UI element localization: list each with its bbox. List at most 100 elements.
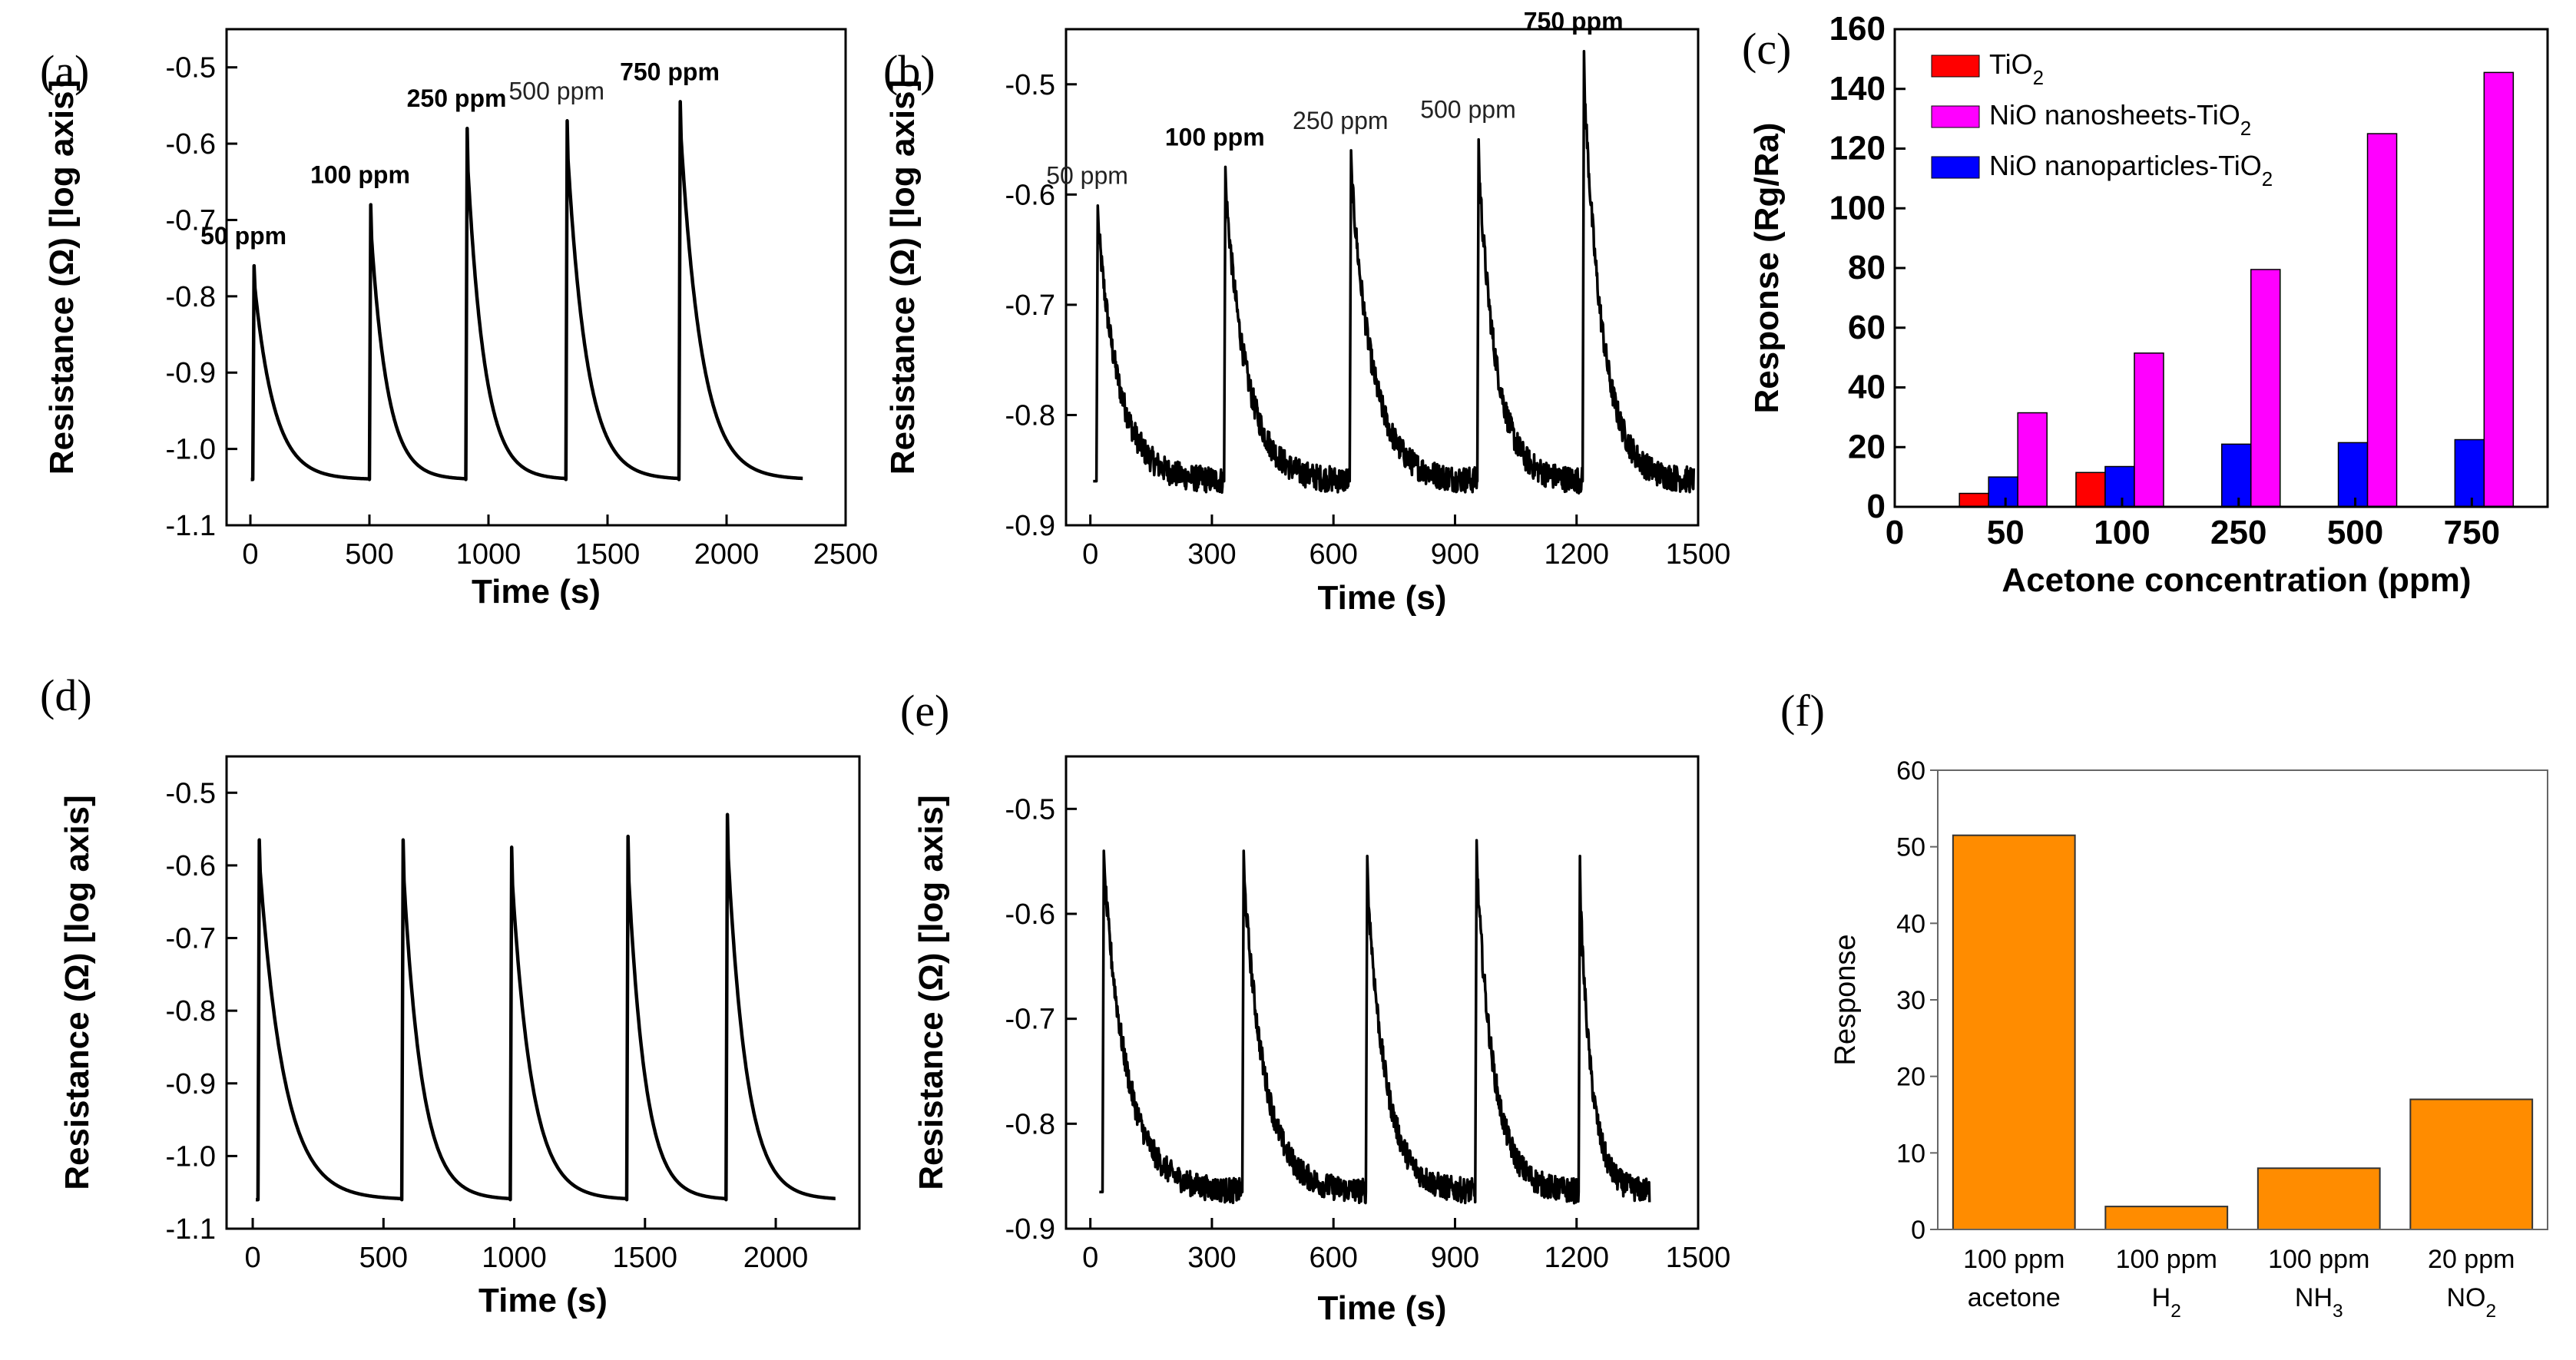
x-tick-label: 0	[1082, 1242, 1098, 1274]
bar-tio2	[1958, 492, 1989, 508]
y-tick-label: 140	[1829, 70, 1886, 108]
pulse-label: 50 ppm	[1046, 162, 1128, 190]
x-tick-label-sub: NO2	[2446, 1283, 2496, 1322]
y-axis-title: Response (Rg/Ra)	[1748, 123, 1786, 414]
legend-swatch	[1931, 55, 1980, 78]
bar-nio-nanosheets-tio2	[2017, 412, 2048, 508]
x-tick-label: 600	[1309, 1242, 1357, 1274]
bar-nio-nanosheets-tio2	[2134, 352, 2164, 508]
x-tick-label: 750	[2444, 514, 2500, 551]
bar-tio2	[2075, 472, 2106, 508]
y-tick-label: 120	[1829, 130, 1886, 167]
panel-label: (a)	[40, 46, 89, 96]
x-tick-label: 2000	[743, 1242, 809, 1274]
y-tick-label: 20	[1896, 1063, 1925, 1092]
pulse-label: 50 ppm	[200, 222, 286, 250]
panel-e: (e) -0.9 -0.8 -0.7 -0.6 -0.5 0 300 600 900 1200 150…	[900, 686, 1730, 1327]
y-tick-label: -1.0	[166, 1140, 216, 1173]
y-tick-label: -0.7	[166, 923, 216, 955]
bar-nio-nanoparticles-tio2	[2221, 443, 2252, 508]
x-tick-label: 1200	[1544, 538, 1609, 571]
panel-f: (f) 100 ppm acetone 100 ppm H2 100 ppm NH3 20 p…	[1780, 686, 2548, 1322]
y-tick-label: -0.9	[1005, 510, 1055, 542]
x-tick-label: 100 ppm	[2116, 1245, 2217, 1274]
x-tick-label: 100	[2094, 514, 2150, 551]
y-tick-label: -0.8	[166, 281, 216, 313]
y-tick-label: -0.6	[166, 128, 216, 160]
panel-a: (a) -1.1 -1.0 -0.9 -0.8 -0.7 -0.6 -0.5 0 500 1000 1…	[40, 28, 878, 611]
x-tick-label: 100 ppm	[1963, 1245, 2064, 1274]
bar-nio-nanosheets-tio2	[2483, 71, 2515, 508]
x-tick-label: 0	[242, 538, 258, 571]
x-axis-title: Acetone concentration (ppm)	[2002, 561, 2471, 599]
y-tick-label: 0	[1911, 1216, 1925, 1245]
x-tick-label-sub: NH3	[2295, 1283, 2343, 1322]
bar-0	[1952, 834, 2076, 1230]
x-tick-label: 1000	[482, 1242, 547, 1274]
y-tick-label: -0.6	[166, 850, 216, 882]
x-tick-label: 1500	[1666, 1242, 1731, 1274]
legend-label: TiO2	[1989, 48, 2044, 89]
pulse-label: 750 ppm	[620, 58, 720, 85]
x-tick-label: 20 ppm	[2428, 1245, 2515, 1274]
y-tick-label: -0.8	[1005, 399, 1055, 432]
pulse-label: 750 ppm	[1524, 8, 1624, 35]
y-tick-label: -0.5	[166, 777, 216, 809]
bar-2	[2256, 1167, 2381, 1231]
y-tick-label: 0	[1867, 488, 1886, 525]
y-axis-title: Resistance (Ω) [log axis]	[43, 80, 81, 475]
y-tick-label: 40	[1896, 909, 1925, 938]
panel-label: (c)	[1742, 24, 1791, 74]
response-trace	[1099, 839, 1651, 1205]
y-tick-label: -0.9	[166, 357, 216, 389]
pulse-label: 500 ppm	[508, 77, 604, 104]
plot-frame	[225, 28, 847, 527]
x-tick-label: 500	[2327, 514, 2383, 551]
pulse-label: 500 ppm	[1420, 96, 1516, 124]
panel-b: (b) -0.9 -0.8 -0.7 -0.6 -0.5 0 300 600 900 1200 150…	[883, 8, 1730, 617]
x-tick-label: 1000	[456, 538, 521, 571]
y-tick-label: 60	[1848, 309, 1886, 346]
response-trace	[256, 812, 837, 1202]
panel-label: (b)	[883, 46, 935, 96]
x-tick-label: 250	[2210, 514, 2266, 551]
y-tick-label: -0.5	[166, 52, 216, 84]
y-tick-label: 40	[1848, 369, 1886, 406]
y-tick-label: -0.7	[1005, 290, 1055, 322]
y-tick-label: -0.9	[166, 1068, 216, 1100]
legend-swatch	[1931, 156, 1980, 179]
panel-d: (d) -1.1 -1.0 -0.9 -0.8 -0.7 -0.6 -0.5 0 500 1000 1…	[40, 670, 861, 1319]
y-tick-label: -0.8	[166, 995, 216, 1027]
bar-nio-nanoparticles-tio2	[2104, 465, 2135, 508]
x-tick-label: 300	[1187, 538, 1236, 571]
x-zero-label: 0	[1886, 514, 1904, 551]
y-tick-label: 80	[1848, 249, 1886, 286]
y-tick-label: 60	[1896, 756, 1925, 786]
x-tick-label: 50	[1987, 514, 2025, 551]
plot-frame	[225, 755, 861, 1230]
pulse-label: 250 ppm	[407, 84, 507, 112]
y-tick-label: 20	[1848, 428, 1886, 465]
x-tick-label: 900	[1431, 1242, 1479, 1274]
x-axis-title: Time (s)	[478, 1282, 608, 1319]
x-tick-label-sub: acetone	[1968, 1283, 2061, 1312]
x-tick-label-sub: H2	[2152, 1283, 2181, 1322]
y-tick-label: -0.6	[1005, 179, 1055, 211]
x-tick-label: 0	[1082, 538, 1098, 571]
y-axis-title: Resistance (Ω) [log axis]	[58, 795, 96, 1190]
bar-nio-nanoparticles-tio2	[1988, 476, 2018, 508]
x-tick-label: 2000	[694, 538, 760, 571]
x-tick-label: 0	[244, 1242, 260, 1274]
y-tick-label: -0.7	[166, 204, 216, 237]
y-tick-label: -0.9	[1005, 1213, 1055, 1246]
x-tick-label: 1500	[613, 1242, 678, 1274]
y-tick-label: 100	[1829, 189, 1886, 227]
y-tick-label: -0.5	[1005, 69, 1055, 101]
bar-nio-nanosheets-tio2	[2250, 269, 2281, 508]
legend-label: NiO nanoparticles-TiO2	[1989, 150, 2273, 190]
panel-label: (f)	[1780, 686, 1825, 736]
panel-label: (d)	[40, 670, 92, 720]
pulse-label: 250 ppm	[1293, 107, 1389, 134]
bar-1	[2104, 1206, 2229, 1230]
